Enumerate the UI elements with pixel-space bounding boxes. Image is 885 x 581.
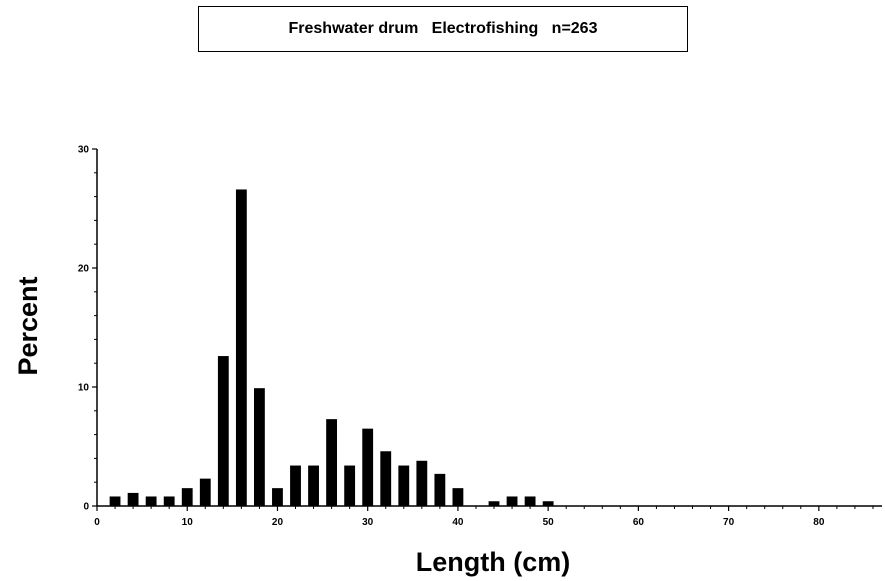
histogram-bar: [308, 465, 319, 506]
x-axis-title: Length (cm): [416, 547, 571, 577]
y-tick-label: 20: [78, 264, 90, 275]
x-tick-label: 70: [723, 517, 735, 528]
x-tick-label: 0: [94, 517, 100, 528]
histogram-bar: [254, 388, 265, 506]
histogram-bar: [524, 496, 536, 506]
x-tick-label: 60: [633, 517, 645, 528]
histogram-bar: [272, 488, 283, 506]
x-tick-label: 80: [813, 517, 825, 528]
histogram-bar: [109, 496, 121, 506]
histogram-bar: [145, 496, 157, 506]
ticks: 0 10 20 30 0 10 20 30 40 50 60 70 80: [78, 145, 874, 528]
histogram-bar: [326, 419, 338, 506]
histogram-bar: [163, 496, 175, 506]
histogram-bar: [127, 492, 139, 506]
histogram-bar: [542, 501, 554, 506]
histogram-bar: [235, 189, 247, 506]
histogram-bar: [217, 356, 229, 506]
histogram-bar: [290, 465, 301, 506]
x-tick-label: 40: [452, 517, 464, 528]
histogram-bar: [488, 501, 500, 506]
y-tick-label: 10: [78, 383, 90, 394]
histogram-bar: [380, 451, 392, 506]
histogram-bar: [362, 428, 374, 506]
axes: [96, 149, 882, 507]
histogram-bar: [398, 465, 410, 506]
histogram-bar: [416, 460, 428, 506]
x-tick-label: 10: [182, 517, 194, 528]
chart-title: Freshwater drum Electrofishing n=263: [198, 6, 688, 52]
x-tick-label: 50: [543, 517, 555, 528]
histogram-bar: [181, 488, 193, 506]
histogram-bar: [344, 465, 356, 506]
y-axis-title: Percent: [13, 276, 43, 375]
x-tick-label: 30: [362, 517, 374, 528]
histogram-bar: [434, 473, 446, 506]
histogram-bar: [506, 496, 518, 506]
y-tick-label: 0: [83, 502, 89, 513]
histogram-bar: [452, 488, 464, 506]
x-tick-label: 20: [272, 517, 284, 528]
bars: [109, 189, 554, 506]
histogram-bar: [199, 478, 211, 506]
y-tick-label: 30: [78, 145, 90, 156]
